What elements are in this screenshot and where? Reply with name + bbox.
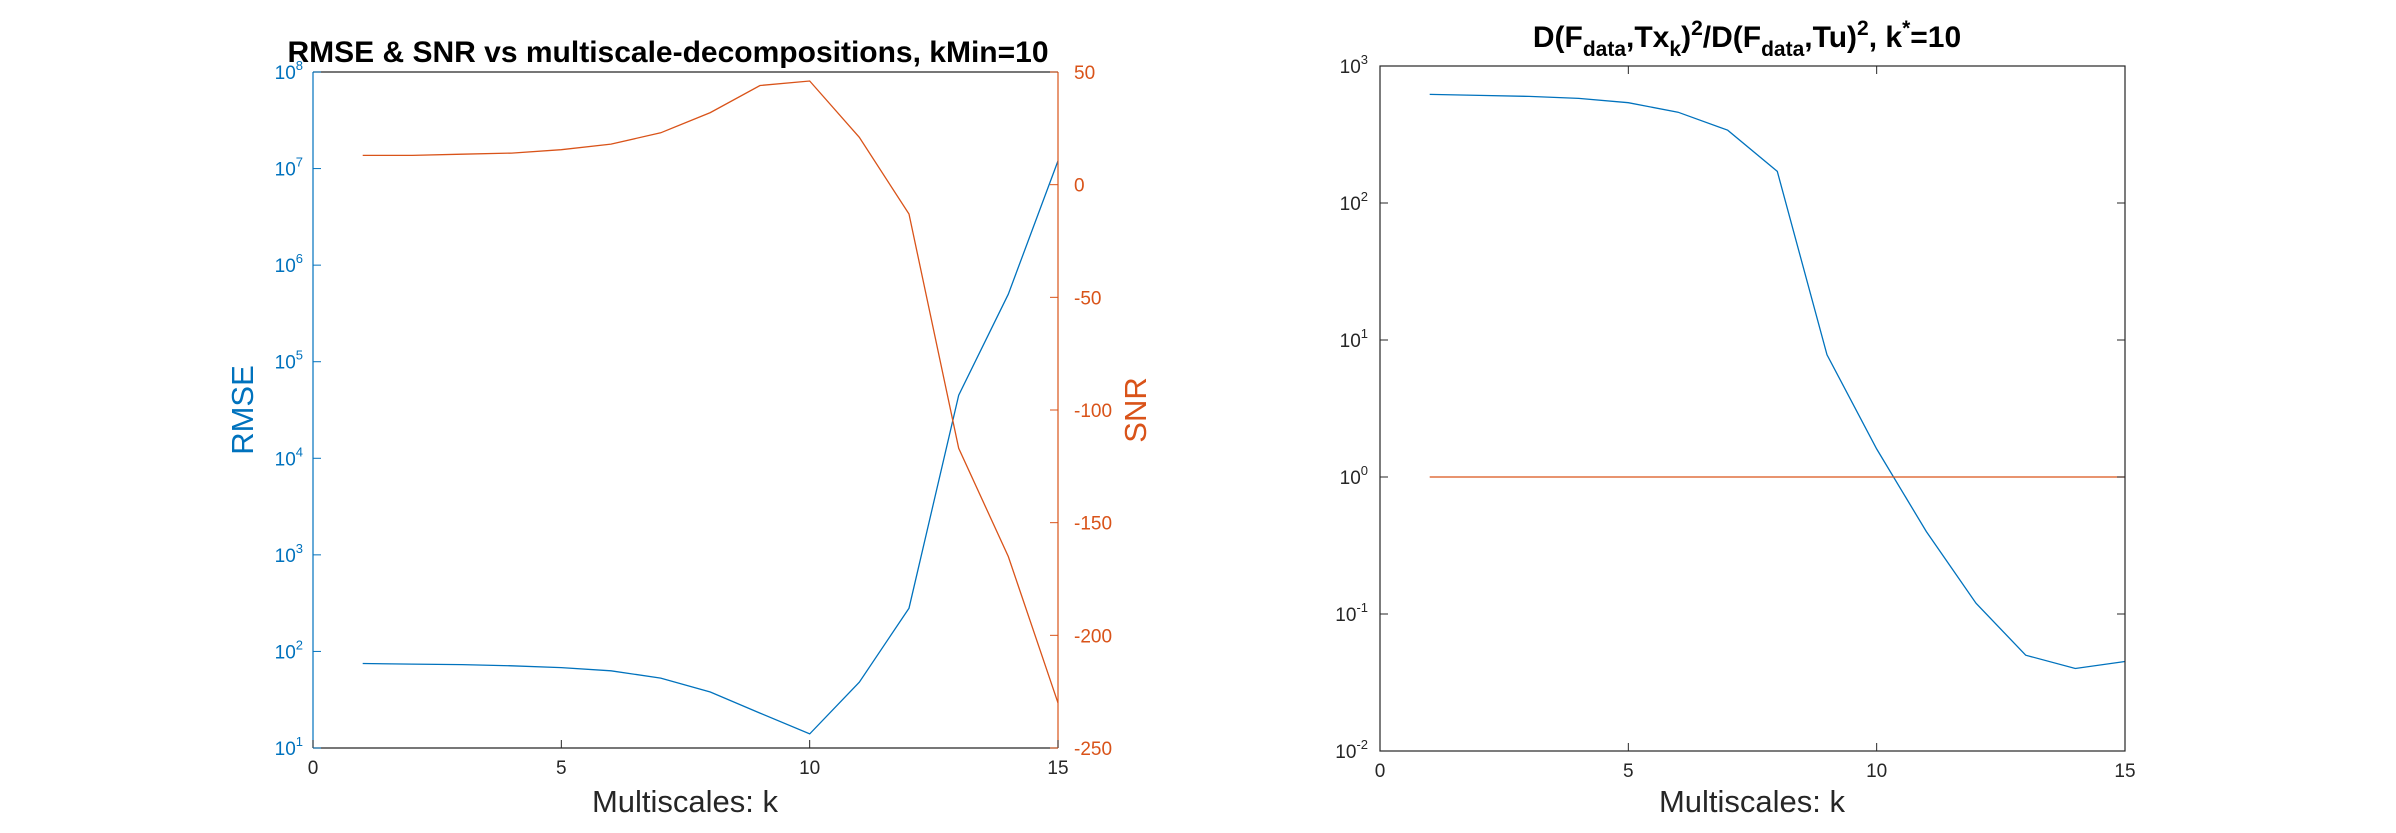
chart-left-y-tick-label-left: 108 [275, 58, 303, 84]
chart-left-y-tick-label-right: -200 [1074, 626, 1112, 647]
chart-right: D(Fdata,Txk)2/D(Fdata,Tu)2, k*=10 0 5 10 15… [1335, 17, 2135, 819]
chart-left-y-ticks-right: 50 0 -50 -100 -150 -200 -250 [1050, 63, 1112, 760]
chart-right-x-axis-label: Multiscales: k [1659, 784, 1846, 819]
chart-left-y-axis-label-left: RMSE [225, 365, 260, 455]
chart-right-plot-area [1380, 66, 2125, 751]
chart-left-x-tick-label: 5 [556, 758, 567, 779]
chart-left-y-tick-label-left: 106 [275, 251, 303, 277]
chart-left-y-tick-label-left: 107 [275, 155, 303, 181]
chart-left-y-tick-label-right: 0 [1074, 176, 1085, 197]
chart-left-y-tick-label-left: 101 [275, 734, 303, 760]
chart-right-x-tick-label: 5 [1623, 761, 1634, 782]
chart-right-y-tick-label: 103 [1340, 52, 1368, 78]
chart-left-y-tick-label-left: 104 [275, 444, 303, 470]
chart-right-y-tick-label: 10-1 [1335, 600, 1368, 626]
chart-right-y-tick-label: 100 [1340, 463, 1368, 489]
chart-right-title: D(Fdata,Txk)2/D(Fdata,Tu)2, k*=10 [1533, 17, 1961, 61]
chart-right-y-tick-label: 10-2 [1335, 737, 1368, 763]
chart-left-y-tick-label-left: 102 [275, 637, 303, 663]
chart-left-y-tick-label-right: -250 [1074, 739, 1112, 760]
chart-left-y-tick-label-right: -150 [1074, 514, 1112, 535]
chart-right-series-group [1429, 93, 2126, 670]
chart-right-x-tick-label: 0 [1375, 761, 1386, 782]
chart-left: RMSE & SNR vs multiscale-decompositions,… [225, 36, 1153, 819]
chart-left-series-line-1-right [362, 80, 1059, 704]
chart-left-series-group [362, 80, 1059, 735]
chart-left-x-tick-label: 10 [799, 758, 820, 779]
chart-left-x-ticks: 0 5 10 15 [308, 740, 1069, 779]
chart-right-series-line-0 [1429, 93, 2126, 670]
chart-left-x-tick-label: 0 [308, 758, 319, 779]
chart-left-x-axis-label: Multiscales: k [592, 784, 779, 819]
chart-right-y-ticks: 10-2 10-1 100 101 102 103 [1335, 52, 2125, 763]
chart-left-y-tick-label-right: -50 [1074, 288, 1101, 309]
chart-left-y-tick-label-left: 103 [275, 541, 303, 567]
chart-left-y-tick-label-left: 105 [275, 348, 303, 374]
chart-right-y-tick-label: 101 [1340, 326, 1368, 352]
chart-right-y-tick-label: 102 [1340, 189, 1368, 215]
chart-left-y-tick-label-right: 50 [1074, 63, 1095, 84]
chart-left-y-ticks-left: 101 102 103 104 105 106 107 108 [275, 58, 321, 760]
chart-left-x-tick-label: 15 [1047, 758, 1068, 779]
chart-left-series-line-0-left [362, 160, 1059, 735]
chart-left-y-tick-label-right: -100 [1074, 401, 1112, 422]
chart-right-x-ticks: 0 5 10 15 [1375, 66, 2136, 782]
chart-right-x-tick-label: 10 [1866, 761, 1887, 782]
chart-left-title: RMSE & SNR vs multiscale-decompositions,… [287, 36, 1048, 69]
chart-right-x-tick-label: 15 [2114, 761, 2135, 782]
chart-left-plot-area [313, 72, 1058, 748]
chart-right-axes-box [1379, 65, 2126, 752]
chart-left-y-axis-label-right: SNR [1118, 377, 1153, 442]
